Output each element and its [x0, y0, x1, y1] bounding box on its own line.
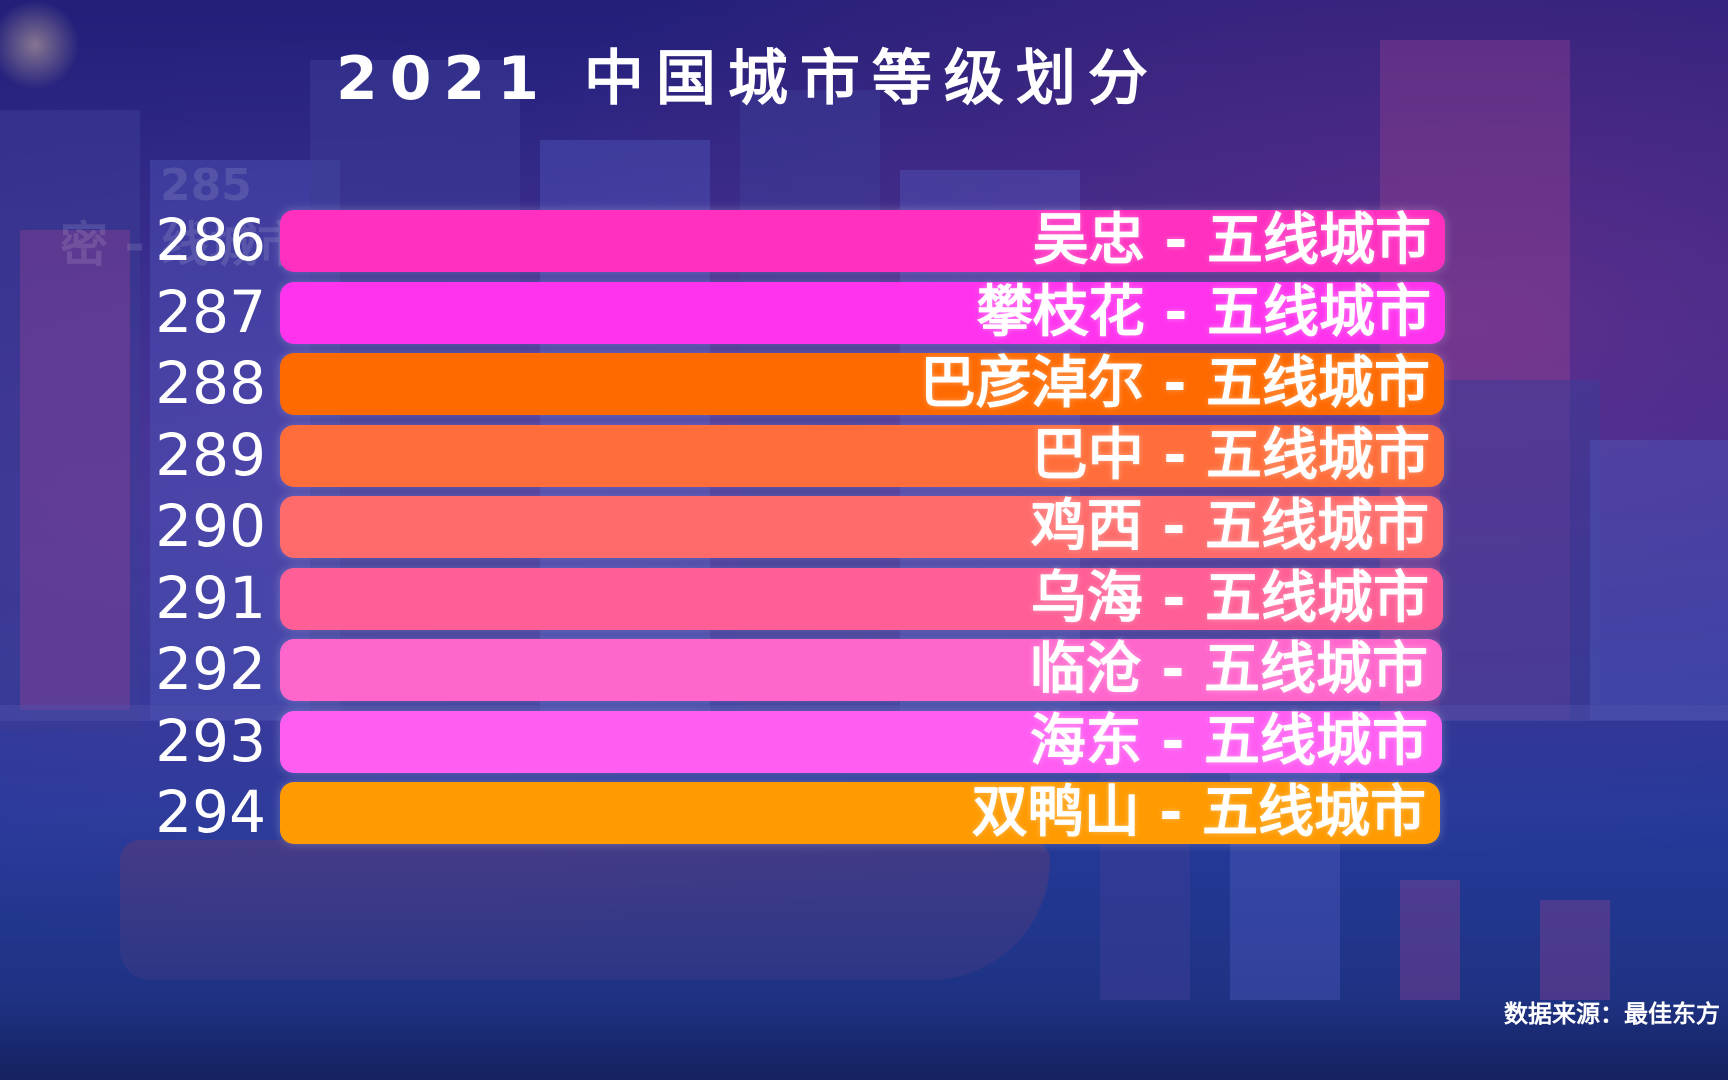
bar: 吴忠 - 五线城市	[280, 210, 1445, 272]
bar-label: 巴彦淖尔 - 五线城市	[919, 351, 1430, 416]
bar: 鸡西 - 五线城市	[280, 496, 1443, 558]
rank-label: 290	[155, 492, 266, 560]
chart-title: 2021 中国城市等级划分	[336, 44, 1160, 114]
rank-label: 288	[155, 349, 266, 417]
data-source-note: 数据来源：最佳东方	[1504, 1000, 1720, 1028]
bar: 乌海 - 五线城市	[280, 565, 1443, 631]
bar: 巴中 - 五线城市	[280, 422, 1444, 488]
rank-label: 292	[155, 635, 266, 703]
background-building	[1540, 900, 1610, 1000]
background-building	[1400, 880, 1460, 1000]
background-building	[0, 110, 140, 730]
bar-label: 鸡西 - 五线城市	[1030, 494, 1429, 559]
rank-label: 293	[155, 706, 266, 775]
rank-label: 286	[155, 206, 266, 274]
rank-label: 294	[155, 778, 266, 846]
bar: 临沧 - 五线城市	[280, 639, 1442, 701]
bar-label: 临沧 - 五线城市	[1029, 637, 1428, 702]
bar-label: 攀枝花 - 五线城市	[976, 279, 1431, 345]
background-building	[1590, 440, 1728, 720]
background-building	[20, 230, 130, 710]
background-building	[1440, 380, 1600, 720]
rank-label: 291	[155, 563, 266, 632]
bar-label: 乌海 - 五线城市	[1030, 565, 1429, 631]
rank-label: 287	[155, 277, 266, 346]
rank-label: 289	[155, 420, 266, 489]
bar: 攀枝花 - 五线城市	[280, 279, 1445, 345]
bar-label: 双鸭山 - 五线城市	[971, 780, 1426, 845]
bar: 双鸭山 - 五线城市	[280, 782, 1440, 844]
bar-label: 巴中 - 五线城市	[1031, 422, 1430, 488]
bar: 巴彦淖尔 - 五线城市	[280, 353, 1444, 415]
ghost-rank: 285	[160, 160, 252, 211]
bar-label: 吴忠 - 五线城市	[1032, 208, 1431, 273]
moon-glow	[0, 0, 80, 90]
bar: 海东 - 五线城市	[280, 708, 1442, 774]
background-ship	[120, 840, 1050, 980]
ghost-label: 密 - 线城市	[60, 217, 306, 273]
background-water	[0, 1000, 1728, 1080]
bar-label: 海东 - 五线城市	[1029, 708, 1428, 774]
